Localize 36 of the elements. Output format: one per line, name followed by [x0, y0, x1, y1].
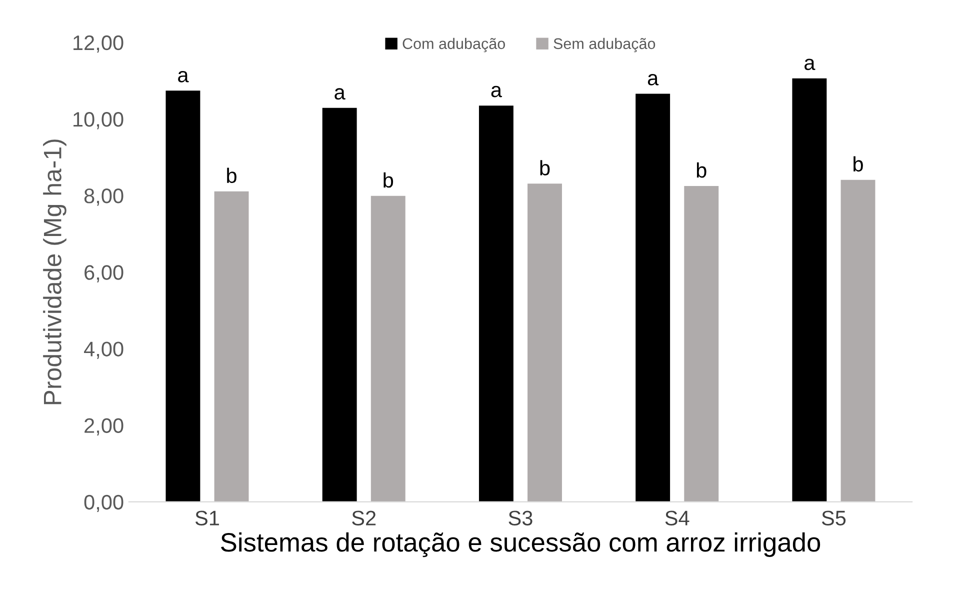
data-label: a [178, 70, 189, 82]
bar [636, 94, 670, 502]
data-label: a [334, 88, 346, 100]
x-tick-label: S4 [665, 510, 690, 526]
data-label: b [227, 168, 236, 184]
y-tick-label: 0,00 [84, 494, 124, 512]
bar [322, 108, 357, 502]
data-label: b [384, 172, 394, 188]
x-tick-label: S2 [352, 510, 376, 526]
data-label: b [540, 160, 550, 176]
bar [528, 184, 562, 502]
bar [684, 186, 719, 502]
x-tick-label: S1 [195, 510, 219, 526]
legend-label: Sem adubação [554, 38, 656, 52]
bar [214, 191, 249, 502]
x-tick-label: S5 [822, 510, 846, 526]
x-axis-title: Sistemas de rotação e sucessão com arroz irrigado [221, 532, 820, 558]
legend-label: Com adubação [402, 38, 505, 52]
bar [478, 106, 514, 502]
y-axis-title: Produtividade (Mg ha-1) [43, 140, 66, 404]
bar [166, 90, 200, 502]
data-label: a [491, 86, 502, 98]
bar [840, 180, 876, 502]
bar [370, 196, 406, 502]
data-label: b [854, 156, 863, 172]
bar [792, 78, 827, 502]
y-tick-label: 6,00 [84, 265, 124, 282]
y-tick-label: 10,00 [74, 112, 124, 130]
data-label: a [648, 74, 659, 86]
y-tick-label: 12,00 [74, 35, 124, 53]
x-tick-label: S3 [508, 510, 532, 526]
data-label: a [804, 58, 816, 70]
y-tick-label: 4,00 [84, 342, 124, 359]
data-label: b [696, 162, 706, 178]
y-tick-label: 8,00 [84, 188, 124, 206]
y-tick-label: 2,00 [84, 418, 124, 436]
